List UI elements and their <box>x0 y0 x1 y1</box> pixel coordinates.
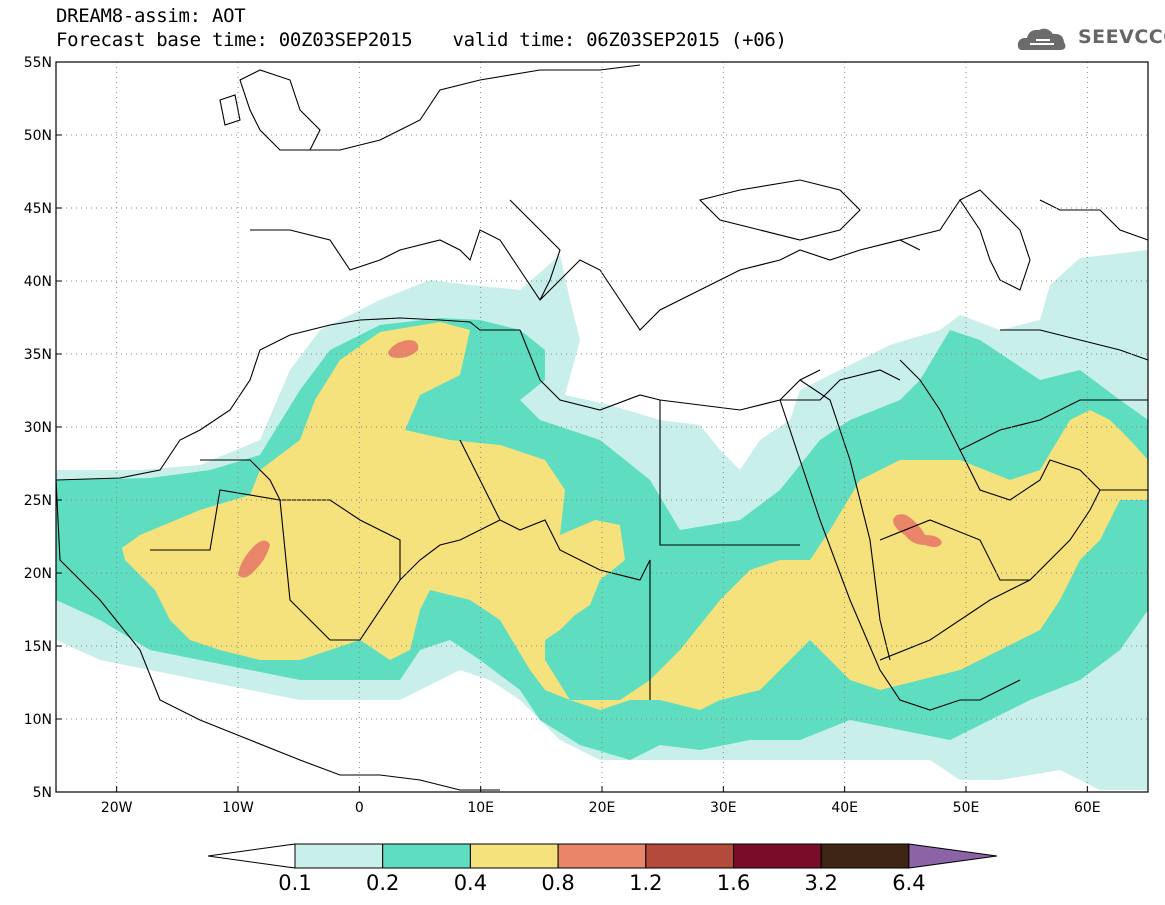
colorbar-label: 0.4 <box>454 871 487 895</box>
colorbar-label: 0.8 <box>541 871 574 895</box>
map-title: DREAM8-assim: AOT <box>56 5 246 27</box>
lat-label: 15N <box>24 639 52 655</box>
lon-label: 30E <box>710 800 737 816</box>
colorbar-over-triangle <box>908 843 997 869</box>
lat-label: 25N <box>24 493 52 509</box>
grid-lines <box>56 62 1148 792</box>
colorbar-cell <box>469 843 559 869</box>
lon-label: 60E <box>1074 800 1101 816</box>
lat-label: 50N <box>24 128 52 144</box>
lon-label: 10W <box>222 800 254 816</box>
lat-label: 55N <box>24 55 52 71</box>
valid-time: valid time: 06Z03SEP2015 (+06) <box>452 29 787 51</box>
lat-label: 30N <box>24 420 52 436</box>
lat-label: 20N <box>24 566 52 582</box>
latitude-labels: 55N 50N 45N 40N 35N 30N 25N 20N 15N 10N 5N <box>24 55 62 801</box>
aot-band-0.8 <box>893 514 942 548</box>
colorbar-cell <box>733 843 822 869</box>
colorbar-label: 1.6 <box>717 871 750 895</box>
longitude-labels: 20W 10W 0 10E 20E 30E 40E 50E 60E <box>101 786 1101 816</box>
time-info: Forecast base time: 00Z03SEP2015 valid ti… <box>56 30 787 50</box>
colorbar-cell <box>294 843 384 869</box>
colorbar-cell <box>557 843 647 869</box>
colorbar-label: 1.2 <box>629 871 662 895</box>
aot-band-0.8 <box>388 340 419 358</box>
lon-label: 20W <box>101 800 133 816</box>
lon-label: 20E <box>589 800 616 816</box>
colorbar-label: 0.1 <box>278 871 311 895</box>
logo-text: SEEVCCC <box>1078 26 1165 48</box>
lat-label: 35N <box>24 347 52 363</box>
lon-label: 40E <box>831 800 858 816</box>
colorbar-label: 6.4 <box>892 871 925 895</box>
colorbar-cell <box>820 843 910 869</box>
colorbar-label: 0.2 <box>366 871 399 895</box>
lon-label: 10E <box>467 800 494 816</box>
colorbar-label: 3.2 <box>804 871 837 895</box>
colorbar-under-triangle <box>207 843 296 869</box>
lon-label: 0 <box>355 800 364 816</box>
lat-label: 5N <box>33 785 52 801</box>
lon-label: 50E <box>953 800 980 816</box>
cloud-logo-icon <box>1017 28 1066 50</box>
colorbar-cell <box>382 843 471 869</box>
aot-field <box>56 250 1148 790</box>
colorbar-cell <box>645 843 734 869</box>
base-time: Forecast base time: 00Z03SEP2015 <box>56 29 413 51</box>
lat-label: 10N <box>24 712 52 728</box>
coastline-borders <box>55 64 1149 791</box>
lat-label: 40N <box>24 274 52 290</box>
aot-band-0.8 <box>238 540 270 578</box>
lat-label: 45N <box>24 201 52 217</box>
